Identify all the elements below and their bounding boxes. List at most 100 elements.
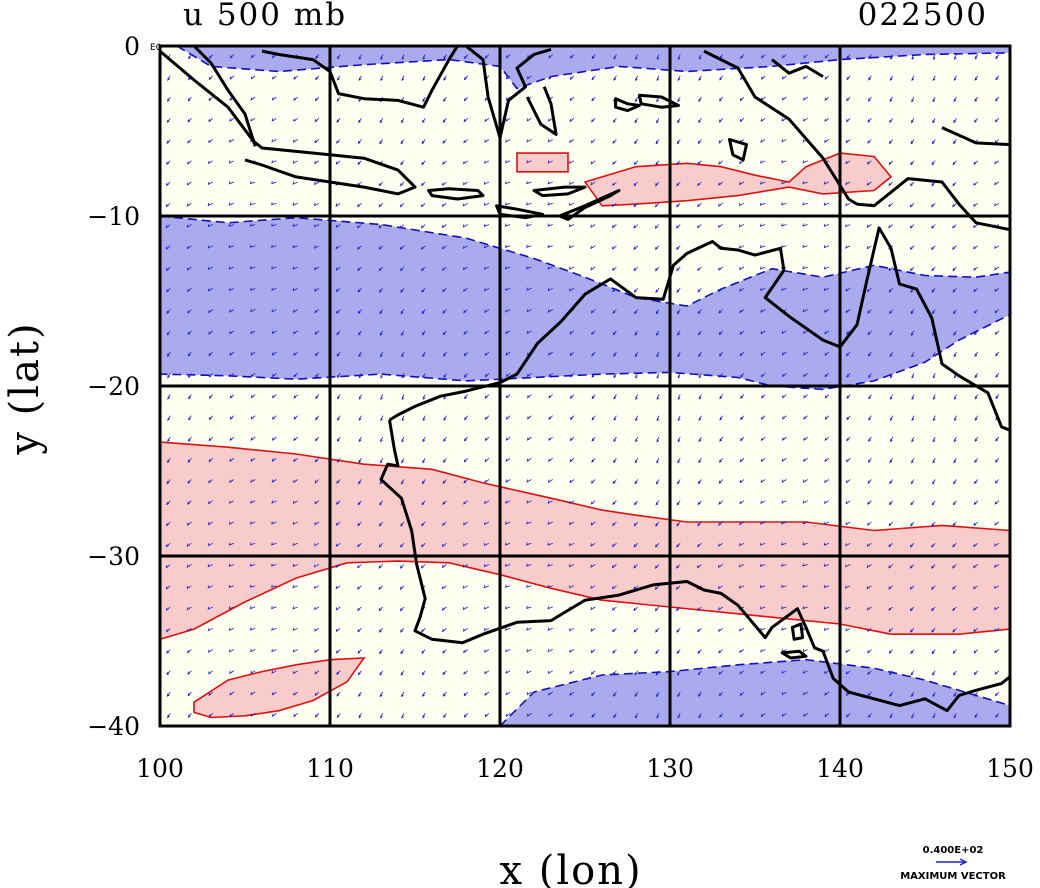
wind-vector	[676, 543, 681, 548]
wind-vector	[547, 584, 553, 589]
coastline-1	[192, 46, 257, 147]
y-tick-label: −40	[87, 712, 140, 741]
wind-vector	[336, 330, 341, 336]
wind-vector	[547, 139, 553, 143]
wind-vector	[292, 563, 298, 568]
wind-vector	[166, 351, 171, 357]
wind-vector	[188, 394, 192, 400]
wind-vector	[803, 415, 808, 420]
wind-vector	[166, 521, 171, 527]
wind-vector	[505, 415, 511, 420]
wind-vector	[760, 712, 766, 718]
wind-vector	[823, 627, 830, 632]
wind-vector	[655, 160, 660, 166]
wind-vector	[167, 394, 171, 400]
wind-vector	[824, 75, 830, 80]
wind-vector	[250, 330, 256, 335]
wind-vector	[271, 670, 277, 674]
wind-vector	[357, 521, 362, 527]
wind-vector	[739, 500, 745, 505]
wind-vector	[590, 670, 596, 675]
wind-vector	[547, 287, 553, 292]
wind-vector	[208, 351, 213, 357]
wind-vector	[889, 96, 894, 103]
wind-vector	[932, 118, 936, 124]
wind-vector	[952, 649, 957, 655]
wind-vector	[973, 224, 978, 229]
wind-vector	[504, 202, 511, 206]
wind-vector	[271, 606, 277, 610]
wind-vector	[483, 521, 490, 526]
wind-vector	[866, 542, 872, 547]
wind-vector	[612, 139, 617, 144]
y-tick-labels: 0 −10 −20 −30 −40	[87, 32, 140, 741]
wind-vector	[952, 203, 957, 208]
wind-vector	[633, 160, 638, 166]
wind-vector	[379, 309, 384, 315]
wind-vector	[463, 479, 468, 484]
wind-vector	[250, 96, 256, 101]
wind-vector	[932, 479, 936, 485]
wind-vector	[314, 96, 320, 102]
wind-vector	[314, 160, 320, 165]
wind-vector	[400, 139, 405, 145]
wind-vector	[994, 245, 1000, 250]
wind-vector	[336, 500, 341, 505]
wind-vector	[613, 713, 617, 719]
wind-vector	[505, 160, 511, 164]
wind-vector	[463, 521, 468, 526]
wind-vector	[166, 309, 171, 315]
wind-vector	[186, 224, 192, 228]
wind-vector	[973, 606, 978, 611]
wind-vector	[165, 564, 171, 569]
coastline-17	[780, 649, 808, 660]
wind-vector	[335, 287, 341, 293]
wind-vector	[229, 372, 235, 378]
corner-label: E0	[150, 43, 162, 53]
wind-vector	[952, 543, 957, 548]
wind-vector	[677, 373, 681, 379]
wind-vector	[739, 117, 745, 123]
wind-vector	[249, 563, 256, 567]
wind-vector	[802, 649, 808, 653]
wind-vector	[547, 266, 553, 270]
wind-vector	[931, 160, 936, 166]
wind-vector	[973, 202, 978, 208]
wind-vector	[484, 351, 490, 357]
wind-vector	[909, 203, 915, 208]
wind-vector	[569, 75, 575, 81]
wind-vector	[569, 117, 575, 123]
wind-vector	[889, 351, 894, 358]
wind-vector	[464, 54, 469, 60]
wind-vector	[378, 543, 383, 548]
wind-vector	[654, 224, 660, 229]
wind-vector	[250, 457, 256, 462]
wind-vector	[760, 117, 766, 122]
wind-vector	[994, 160, 1000, 165]
wind-vector	[953, 436, 957, 443]
wind-vector	[635, 394, 639, 400]
wind-vector	[953, 458, 957, 464]
wind-vector	[505, 394, 511, 399]
wind-vector	[931, 628, 936, 633]
wind-vector	[867, 309, 872, 314]
wind-vector	[314, 691, 320, 697]
wind-vector	[186, 585, 192, 590]
wind-vector	[590, 627, 596, 632]
wind-vector	[547, 606, 553, 610]
time-label: 022500	[858, 0, 988, 33]
wind-vector	[888, 266, 893, 272]
wind-vector	[740, 394, 745, 400]
wind-vector	[654, 245, 660, 251]
wind-vector	[526, 202, 532, 206]
wind-vector	[677, 394, 681, 400]
wind-vector	[314, 670, 320, 675]
wind-vector	[718, 309, 723, 314]
wind-vector	[401, 373, 405, 379]
wind-vector	[208, 713, 213, 718]
wind-vector	[995, 457, 1000, 463]
wind-vector	[656, 436, 660, 443]
wind-vector	[698, 457, 702, 464]
wind-vector	[760, 691, 766, 696]
wind-vector	[569, 457, 575, 463]
